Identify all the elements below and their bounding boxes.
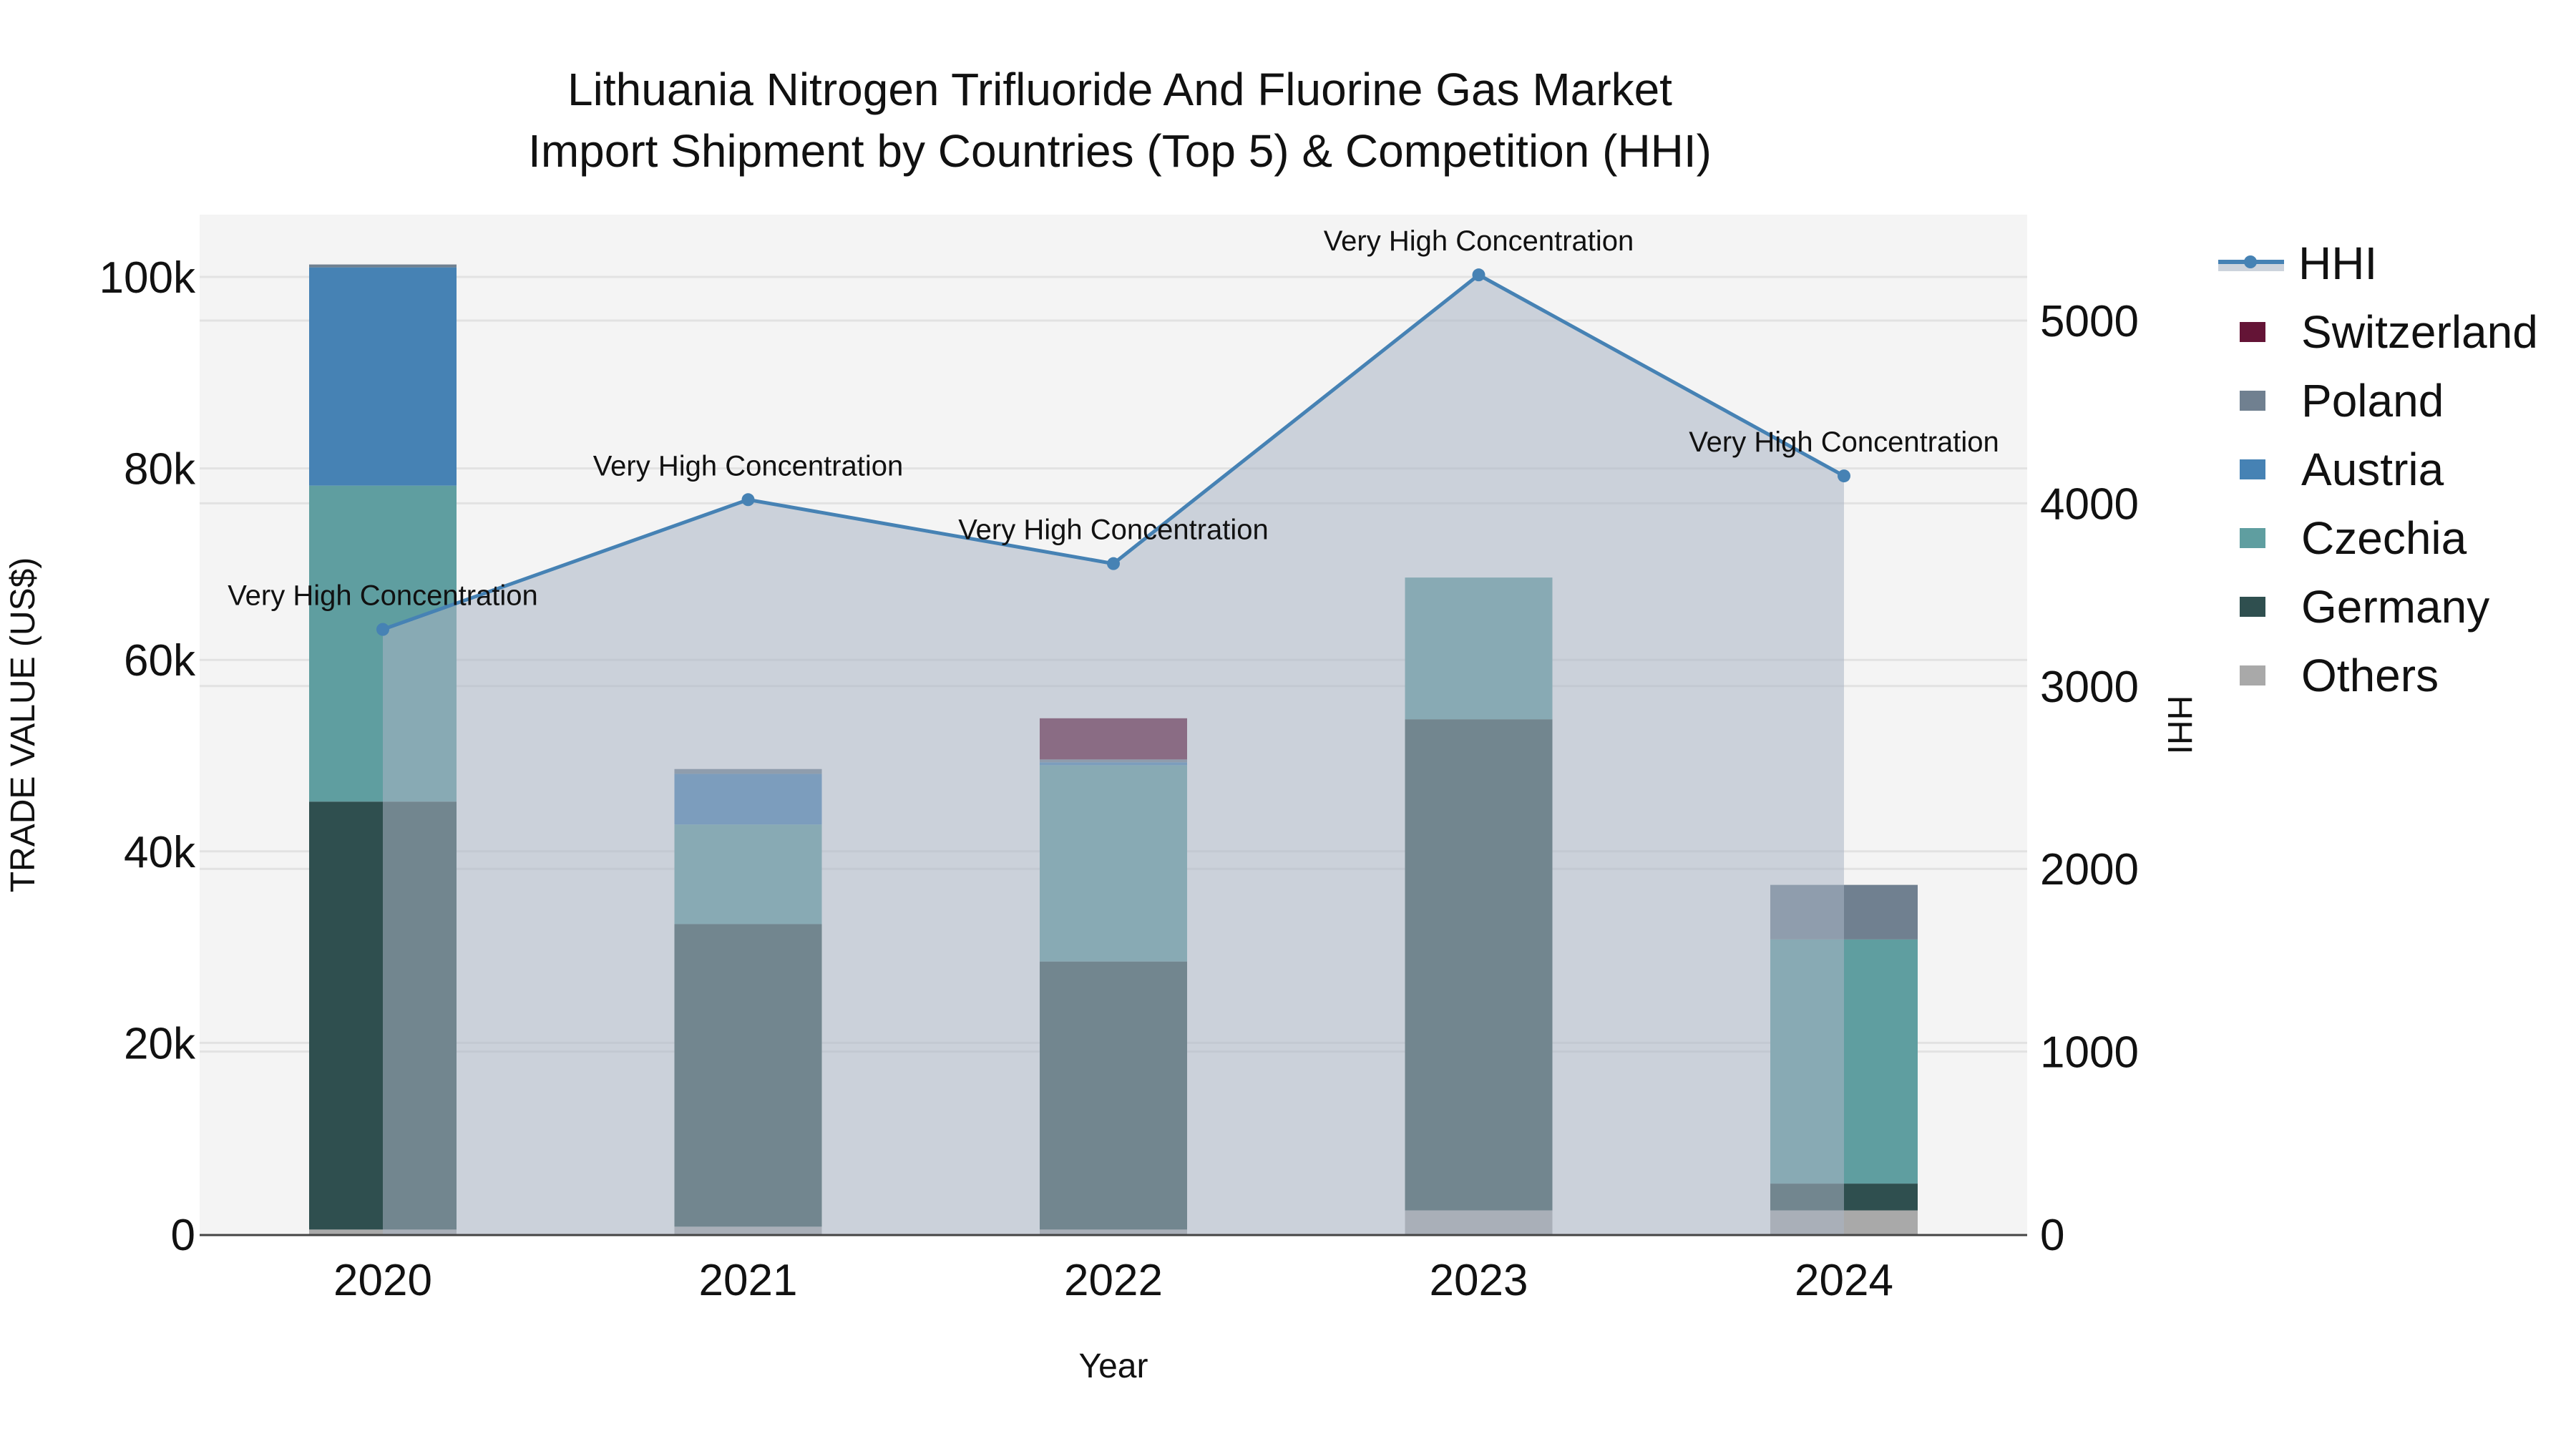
legend-item-austria[interactable]: Austria (2218, 435, 2538, 504)
line-marker-icon (2218, 253, 2284, 274)
x-tick: 2023 (1430, 1256, 1528, 1305)
color-swatch-icon (2240, 322, 2265, 342)
chart-title: Lithuania Nitrogen Trifluoride And Fluor… (0, 59, 2240, 182)
color-swatch-icon (2240, 665, 2265, 686)
hhi-point-2024[interactable] (1838, 469, 1850, 483)
hhi-annotation: Very High Concentration (958, 514, 1269, 546)
x-ticks: 2020 2021 2022 2023 2024 (333, 1256, 1893, 1305)
y-right-tick: 1000 (2040, 1028, 2139, 1078)
x-tick: 2024 (1795, 1256, 1893, 1305)
hhi-point-2020[interactable] (376, 623, 389, 636)
x-tick: 2022 (1064, 1256, 1163, 1305)
legend-item-others[interactable]: Others (2218, 641, 2538, 710)
hhi-line (376, 268, 1850, 636)
y-right-tick: 4000 (2040, 479, 2139, 529)
legend-item-poland[interactable]: Poland (2218, 366, 2538, 435)
hhi-annotations: Very High Concentration Very High Concent… (228, 225, 1999, 611)
y-left-tick: 40k (124, 828, 196, 877)
legend-item-czechia[interactable]: Czechia (2218, 504, 2538, 572)
legend-label: Switzerland (2301, 306, 2538, 358)
y-right-tick: 3000 (2040, 663, 2139, 712)
legend-label: Others (2301, 650, 2439, 701)
hhi-annotation: Very High Concentration (1324, 225, 1634, 257)
legend: HHI Switzerland Poland Austria Czechia German… (2218, 229, 2538, 710)
color-swatch-icon (2240, 528, 2265, 548)
hhi-annotation: Very High Concentration (593, 450, 904, 482)
y-left-axis-label: TRADE VALUE (US$) (4, 557, 42, 893)
hhi-annotation: Very High Concentration (228, 580, 538, 612)
y-right-tick: 5000 (2040, 297, 2139, 346)
bar-segment-austria[interactable] (309, 267, 457, 486)
x-axis-label: Year (1079, 1347, 1148, 1385)
y-left-tick: 60k (124, 636, 196, 686)
legend-label: Germany (2301, 581, 2490, 633)
y-left-ticks: 0 20k 40k 60k 80k 100k (99, 253, 196, 1260)
y-left-tick: 100k (99, 253, 196, 303)
chart-title-line1: Lithuania Nitrogen Trifluoride And Fluor… (567, 64, 1672, 115)
x-tick: 2021 (699, 1256, 798, 1305)
hhi-fill (383, 275, 1844, 1234)
y-right-tick: 0 (2040, 1211, 2064, 1260)
hhi-annotation: Very High Concentration (1689, 426, 1999, 458)
legend-label: Austria (2301, 444, 2444, 495)
chart-title-line2: Import Shipment by Countries (Top 5) & C… (528, 125, 1712, 177)
x-tick: 2020 (333, 1256, 432, 1305)
legend-label: Poland (2301, 375, 2444, 426)
y-left-tick: 20k (124, 1019, 196, 1068)
color-swatch-icon (2240, 597, 2265, 617)
hhi-point-2023[interactable] (1472, 268, 1485, 282)
legend-label: HHI (2298, 238, 2378, 289)
legend-label: Czechia (2301, 512, 2467, 564)
y-right-tick: 2000 (2040, 845, 2139, 894)
bar-segment-poland[interactable] (309, 264, 457, 268)
hhi-point-2021[interactable] (741, 493, 755, 507)
color-swatch-icon (2240, 391, 2265, 411)
y-right-axis-label: HHI (2160, 696, 2198, 755)
legend-item-hhi[interactable]: HHI (2218, 229, 2538, 298)
y-right-ticks: 0 1000 2000 3000 4000 5000 (2040, 297, 2139, 1260)
color-swatch-icon (2240, 459, 2265, 479)
y-left-tick: 80k (124, 445, 196, 494)
legend-item-germany[interactable]: Germany (2218, 572, 2538, 641)
hhi-area (383, 275, 1844, 1234)
y-left-tick: 0 (171, 1211, 195, 1260)
legend-item-switzerland[interactable]: Switzerland (2218, 298, 2538, 366)
hhi-point-2022[interactable] (1107, 557, 1120, 570)
